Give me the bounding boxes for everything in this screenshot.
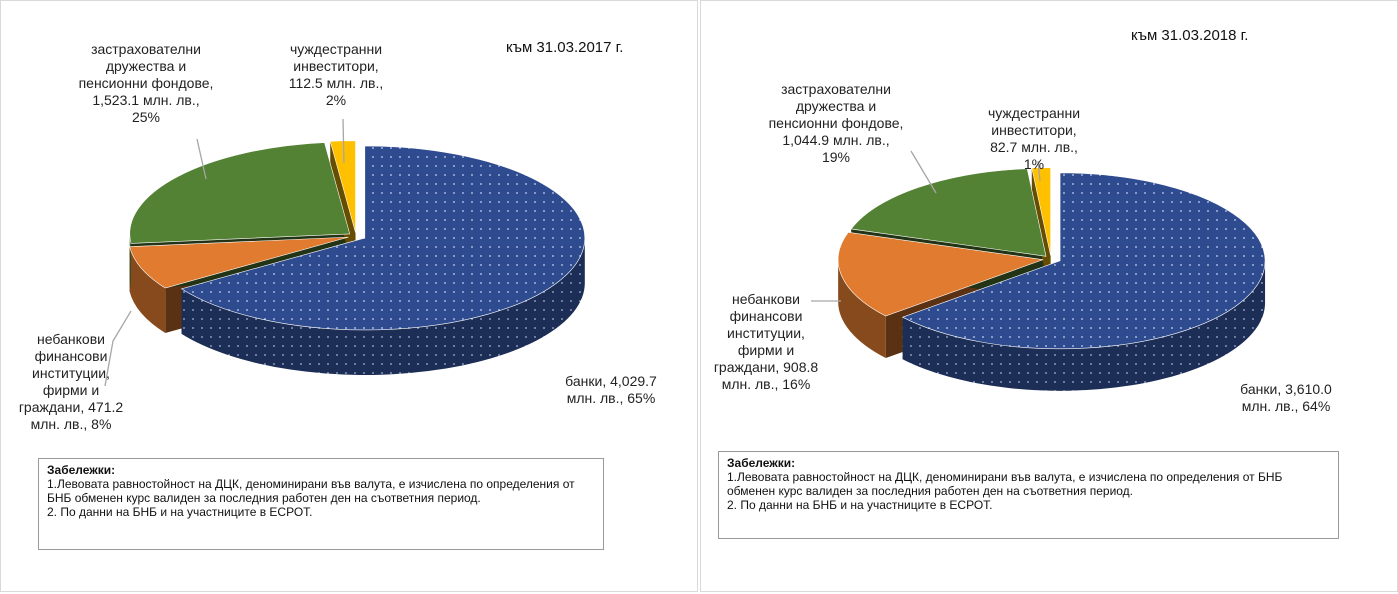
notes-title: Забележки: xyxy=(47,463,116,477)
data-label: банки, 3,610.0 млн. лв., 64% xyxy=(1240,381,1332,414)
slice-side xyxy=(129,246,166,334)
note: 1.Левовата равностойност на ДЦК, деномин… xyxy=(727,470,1283,498)
data-label: чуждестранни инвеститори, 82.7 млн. лв.,… xyxy=(987,105,1081,172)
note: 2. По данни на БНБ и на участниците в ЕС… xyxy=(47,505,313,519)
data-label: небанкови финансови институции, фирми и … xyxy=(18,331,124,432)
slice xyxy=(850,168,1047,257)
data-label: застрахователни дружества и пенсионни фо… xyxy=(768,81,904,165)
chart xyxy=(811,150,1266,391)
slice xyxy=(129,142,351,244)
chart-title: към 31.03.2017 г. xyxy=(506,39,624,56)
data-label: застрахователни дружества и пенсионни фо… xyxy=(78,41,214,125)
chart-title: към 31.03.2018 г. xyxy=(1131,27,1249,44)
slice xyxy=(180,145,586,331)
chart-panel: банки, 3,610.0 млн. лв., 64% небанкови фи… xyxy=(700,0,1398,592)
note: 1.Левовата равностойност на ДЦК, деномин… xyxy=(47,477,575,505)
slice xyxy=(901,172,1266,350)
data-label: чуждестранни инвеститори, 112.5 млн. лв.… xyxy=(288,41,384,108)
chart xyxy=(104,118,586,387)
leader-line xyxy=(910,150,937,194)
leader-line xyxy=(1037,160,1041,182)
slice-side xyxy=(902,260,1266,391)
leader-line xyxy=(196,138,207,180)
leader-line xyxy=(342,118,345,164)
slice xyxy=(837,231,1044,317)
slice-side xyxy=(181,237,585,375)
notes-title: Забележки: xyxy=(727,456,796,470)
data-label: банки, 4,029.7 млн. лв., 65% xyxy=(565,373,657,406)
chart-panel: банки, 4,029.7 млн. лв., 65% небанкови фи… xyxy=(0,0,698,592)
slice xyxy=(1031,167,1051,256)
slice-side xyxy=(838,259,886,359)
note: 2. По данни на БНБ и на участниците в ЕС… xyxy=(727,498,993,512)
data-label: небанкови финансови институции, фирми и … xyxy=(713,291,819,392)
leader-line xyxy=(104,310,132,387)
notes-box: Забележки: 1.Левовата равностойност на ДЦ… xyxy=(718,451,1339,539)
notes-box: Забележки: 1.Левовата равностойност на ДЦ… xyxy=(38,458,604,550)
slice xyxy=(129,236,349,289)
